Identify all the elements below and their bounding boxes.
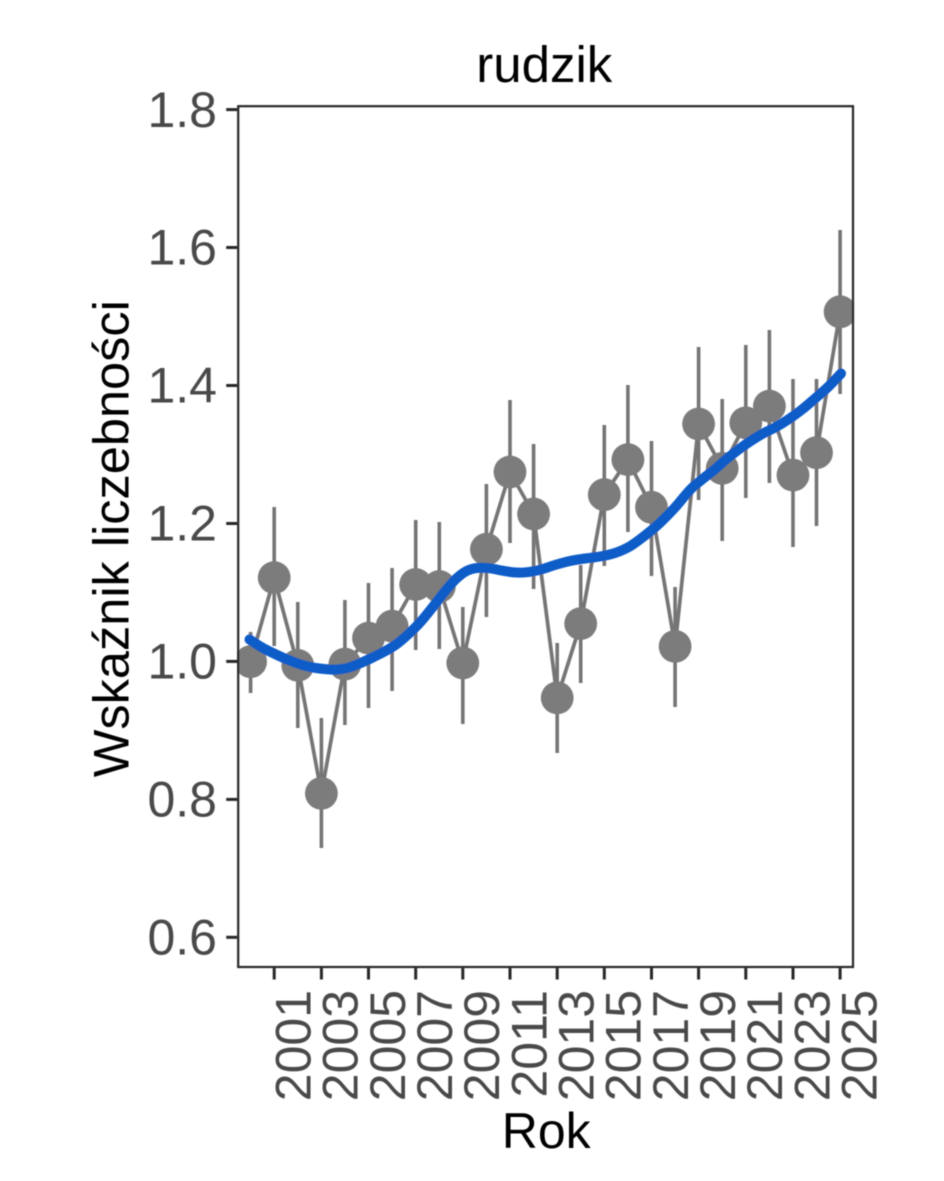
svg-text:2003: 2003 bbox=[313, 990, 369, 1101]
svg-text:0.8: 0.8 bbox=[147, 772, 217, 828]
svg-text:1.0: 1.0 bbox=[147, 634, 217, 690]
svg-text:2023: 2023 bbox=[784, 990, 840, 1101]
svg-text:1.8: 1.8 bbox=[147, 82, 217, 138]
svg-text:2001: 2001 bbox=[266, 990, 322, 1101]
svg-text:2021: 2021 bbox=[737, 990, 793, 1101]
svg-text:1.4: 1.4 bbox=[147, 358, 217, 414]
svg-text:2025: 2025 bbox=[831, 990, 887, 1101]
svg-text:1.2: 1.2 bbox=[147, 496, 217, 552]
svg-text:2015: 2015 bbox=[596, 990, 652, 1101]
svg-text:Wskaźnik liczebności: Wskaźnik liczebności bbox=[83, 300, 140, 777]
svg-text:2005: 2005 bbox=[360, 990, 416, 1101]
svg-text:1.6: 1.6 bbox=[147, 220, 217, 276]
svg-text:2019: 2019 bbox=[690, 990, 746, 1101]
svg-text:0.6: 0.6 bbox=[147, 910, 217, 966]
svg-text:2017: 2017 bbox=[643, 990, 699, 1101]
svg-text:2007: 2007 bbox=[407, 990, 463, 1101]
svg-text:2013: 2013 bbox=[549, 990, 605, 1101]
svg-text:Rok: Rok bbox=[502, 1103, 592, 1159]
svg-text:rudzik: rudzik bbox=[476, 36, 613, 93]
svg-text:2011: 2011 bbox=[501, 990, 557, 1098]
svg-text:2009: 2009 bbox=[454, 990, 510, 1101]
